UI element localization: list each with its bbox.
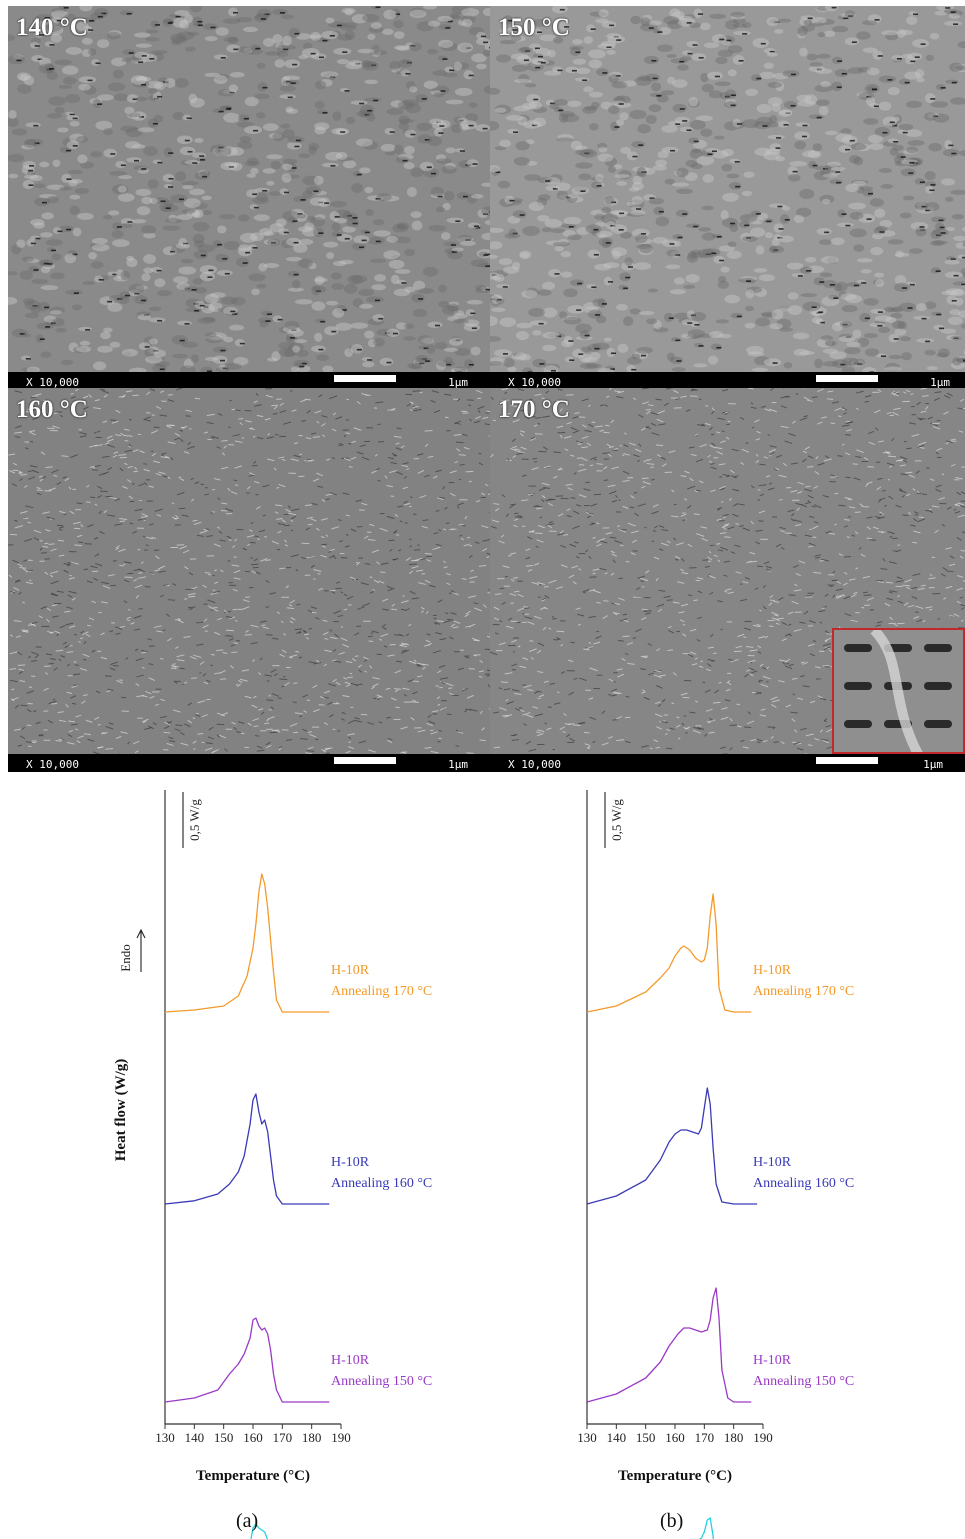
chart-svg: 130 140 150 160 170 180 190 Temperature (°C) Hea… xyxy=(113,790,432,1539)
scale-label: 1µm xyxy=(448,758,468,771)
series-line xyxy=(164,873,330,1013)
panel-label-a: (a) xyxy=(236,1510,258,1533)
info-bar: X 10,000 1µm xyxy=(490,754,965,772)
scale-label: 0,5 W/g xyxy=(609,799,624,841)
sem-panel-150: 150 °C X 10,000 1µm xyxy=(490,6,965,390)
inset-image xyxy=(834,630,963,752)
x-tick-label: 180 xyxy=(302,1430,322,1445)
temperature-label: 140 °C xyxy=(16,14,88,41)
series-label-condition: Annealing 170 °C xyxy=(331,984,432,999)
dsc-chart-a: 130 140 150 160 170 180 190 Temperature (°C) Hea… xyxy=(105,780,465,1539)
series-line xyxy=(164,1093,330,1205)
x-tick-label: 130 xyxy=(155,1430,175,1445)
sem-panel-140: 140 °C X 10,000 1µm xyxy=(8,6,490,390)
x-axis-label: Temperature (°C) xyxy=(196,1468,310,1484)
x-tick-label: 170 xyxy=(273,1430,293,1445)
dsc-chart-b: 130 140 150 160 170 180 190 Temperature (°C) 0,5… xyxy=(527,780,887,1539)
series-label-name: H-10R xyxy=(753,963,792,978)
info-bar: X 10,000 1µm xyxy=(8,372,490,390)
magnification-label: X 10,000 xyxy=(26,376,79,389)
sem-panel-170: 170 °C X 10,000 1µm xyxy=(490,388,965,772)
x-tick-label: 140 xyxy=(607,1430,627,1445)
series-line xyxy=(164,1317,330,1403)
series-label-name: H-10R xyxy=(331,1353,370,1368)
series-line xyxy=(250,1523,269,1539)
series-label-name: H-10R xyxy=(753,1353,792,1368)
series-label-condition: Annealing 160 °C xyxy=(753,1176,854,1191)
sem-image xyxy=(490,388,965,754)
scale-label: 1µm xyxy=(448,376,468,389)
sem-panel-160: 160 °C X 10,000 1µm xyxy=(8,388,490,772)
x-tick-label: 130 xyxy=(577,1430,597,1445)
series-line xyxy=(586,1287,752,1403)
temperature-label: 170 °C xyxy=(498,396,570,423)
magnification-label: X 10,000 xyxy=(26,758,79,771)
sem-image xyxy=(490,6,965,372)
scale-label: 0,5 W/g xyxy=(187,799,202,841)
x-tick-label: 160 xyxy=(665,1430,685,1445)
panel-label-text: (a) xyxy=(236,1510,259,1532)
y-axis-label: Heat flow (W/g) xyxy=(113,1059,129,1161)
x-tick-label: 170 xyxy=(695,1430,715,1445)
x-tick-label: 190 xyxy=(331,1430,351,1445)
x-tick-label: 150 xyxy=(636,1430,656,1445)
x-tick-label: 160 xyxy=(243,1430,263,1445)
scale-bar xyxy=(816,375,878,382)
scale-bar xyxy=(334,757,396,764)
chart-svg: 130 140 150 160 170 180 190 Temperature (°C) 0,5… xyxy=(577,790,854,1539)
sem-image xyxy=(8,388,490,754)
x-tick-label: 190 xyxy=(753,1430,773,1445)
temperature-label: 150 °C xyxy=(498,14,570,41)
series-label-name: H-10R xyxy=(753,1155,792,1170)
series-label-condition: Annealing 150 °C xyxy=(331,1374,432,1389)
series-label-name: H-10R xyxy=(331,963,370,978)
series-label-condition: Annealing 170 °C xyxy=(753,984,854,999)
series-label-condition: Annealing 160 °C xyxy=(331,1176,432,1191)
scale-bar xyxy=(816,757,878,764)
info-bar: X 10,000 1µm xyxy=(8,754,490,772)
series-line xyxy=(586,1087,758,1205)
panel-label-b: (b) xyxy=(660,1510,683,1533)
x-tick-label: 150 xyxy=(214,1430,234,1445)
x-tick-label: 180 xyxy=(724,1430,744,1445)
magnification-label: X 10,000 xyxy=(508,376,561,389)
scale-label: 1µm xyxy=(923,758,943,771)
info-bar: X 10,000 1µm xyxy=(490,372,965,390)
series-label-condition: Annealing 150 °C xyxy=(753,1374,854,1389)
panel-label-text: (b) xyxy=(660,1510,684,1532)
x-axis-label: Temperature (°C) xyxy=(618,1468,732,1484)
series-label-name: H-10R xyxy=(331,1155,370,1170)
x-tick-label: 140 xyxy=(185,1430,205,1445)
magnification-label: X 10,000 xyxy=(508,758,561,771)
series-line xyxy=(586,893,752,1013)
endo-arrow xyxy=(136,928,146,972)
scale-label: 1µm xyxy=(930,376,950,389)
sem-image xyxy=(8,6,490,372)
temperature-label: 160 °C xyxy=(16,396,88,423)
endo-label: Endo xyxy=(118,944,133,971)
magnified-inset xyxy=(832,628,965,754)
scale-bar xyxy=(334,375,396,382)
